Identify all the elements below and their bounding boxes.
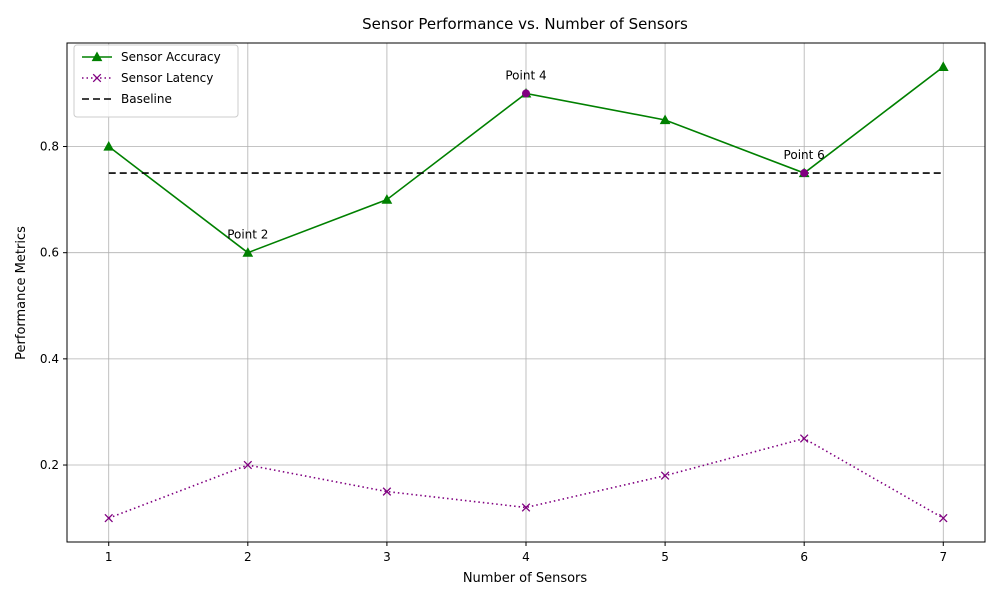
data-point	[937, 61, 949, 71]
x-tick-label: 4	[522, 550, 530, 564]
highlight-point	[522, 89, 530, 98]
data-point	[799, 434, 809, 443]
legend-entry: Sensor Accuracy	[82, 50, 221, 64]
legend-entry: Sensor Latency	[82, 71, 213, 85]
y-tick-label: 0.2	[40, 458, 59, 472]
x-tick-label: 1	[105, 550, 113, 564]
grid	[67, 43, 985, 542]
legend-label: Baseline	[121, 92, 172, 106]
data-point	[660, 471, 670, 480]
highlight-point	[800, 169, 809, 178]
legend-box	[73, 44, 239, 118]
legend-label: Sensor Latency	[121, 71, 213, 85]
y-tick-label: 0.6	[40, 246, 59, 260]
series-sensor-latency	[104, 434, 948, 523]
legend-marker	[91, 51, 103, 62]
x-axis: 1 2 3 4 5 6 7	[105, 542, 947, 564]
x-tick-label: 7	[939, 550, 947, 564]
data-point	[521, 503, 531, 512]
annotation-label: Point 6	[784, 148, 825, 162]
legend: Sensor Accuracy Sensor Latency Baseline	[73, 44, 239, 118]
x-tick-label: 5	[661, 550, 669, 564]
legend-marker	[92, 73, 102, 83]
data-point	[103, 140, 115, 151]
data-point	[659, 114, 671, 125]
annotation-label: Point 2	[227, 228, 268, 242]
data-point	[382, 487, 392, 496]
data-point	[243, 460, 253, 470]
data-point	[242, 247, 254, 257]
y-tick-label: 0.8	[40, 140, 59, 154]
chart-title: Sensor Performance vs. Number of Sensors	[362, 15, 688, 33]
data-point	[104, 513, 113, 523]
y-tick-label: 0.4	[40, 352, 59, 366]
legend-label: Sensor Accuracy	[121, 50, 221, 64]
x-tick-label: 3	[383, 550, 391, 564]
data-point	[939, 513, 948, 523]
annotation-label: Point 4	[505, 68, 546, 82]
annotation-layer: Point 2 Point 4 Point 6	[227, 68, 825, 241]
y-axis: 0.2 0.4 0.6 0.8	[40, 140, 67, 472]
x-tick-label: 6	[800, 550, 808, 564]
x-axis-label: Number of Sensors	[463, 571, 588, 586]
legend-entry: Baseline	[82, 92, 172, 106]
y-axis-label: Performance Metrics	[14, 226, 29, 360]
data-point	[381, 194, 393, 204]
x-tick-label: 2	[244, 550, 252, 564]
